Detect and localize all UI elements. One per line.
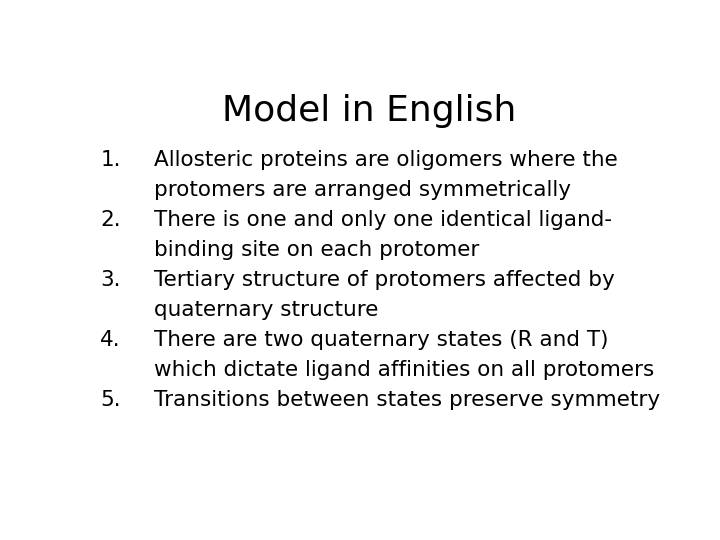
Text: Model in English: Model in English bbox=[222, 94, 516, 128]
Text: which dictate ligand affinities on all protomers: which dictate ligand affinities on all p… bbox=[154, 360, 654, 380]
Text: 1.: 1. bbox=[100, 150, 121, 170]
Text: protomers are arranged symmetrically: protomers are arranged symmetrically bbox=[154, 180, 571, 200]
Text: 2.: 2. bbox=[100, 210, 121, 230]
Text: binding site on each protomer: binding site on each protomer bbox=[154, 240, 480, 260]
Text: Tertiary structure of protomers affected by: Tertiary structure of protomers affected… bbox=[154, 270, 615, 290]
Text: Transitions between states preserve symmetry: Transitions between states preserve symm… bbox=[154, 389, 660, 409]
Text: quaternary structure: quaternary structure bbox=[154, 300, 379, 320]
Text: There is one and only one identical ligand-: There is one and only one identical liga… bbox=[154, 210, 612, 230]
Text: 5.: 5. bbox=[100, 389, 121, 409]
Text: There are two quaternary states (R and T): There are two quaternary states (R and T… bbox=[154, 329, 608, 350]
Text: Allosteric proteins are oligomers where the: Allosteric proteins are oligomers where … bbox=[154, 150, 618, 170]
Text: 3.: 3. bbox=[100, 270, 121, 290]
Text: 4.: 4. bbox=[100, 329, 121, 350]
